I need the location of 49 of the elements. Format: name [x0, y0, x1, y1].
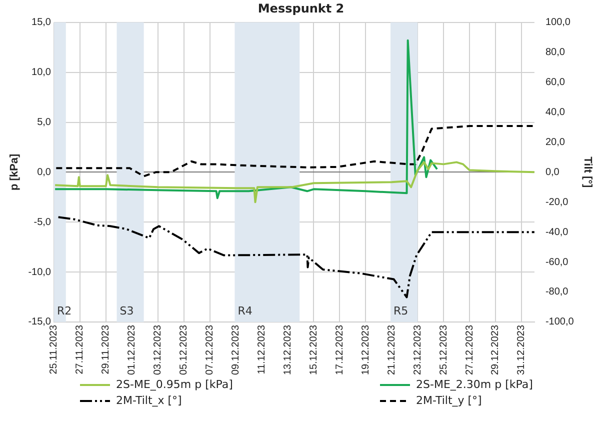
x-tick-label: 19.12.2023 [360, 324, 372, 376]
y2-tick-label: -80,0 [545, 286, 569, 298]
y2-tick-label: 100,0 [545, 17, 571, 28]
band-label: S3 [120, 304, 134, 318]
x-tick-label: 13.12.2023 [282, 324, 294, 376]
y2-tick-label: -40,0 [545, 226, 569, 238]
y-tick-label: 0,0 [37, 166, 52, 178]
x-tick-label: 21.12.2023 [386, 324, 398, 376]
y2-tick-label: 20,0 [545, 136, 566, 148]
band-label: R4 [238, 304, 252, 318]
x-tick-label: 29.11.2023 [100, 324, 112, 374]
chart-title: Messpunkt 2 [258, 1, 344, 16]
y2-axis-title: Tilt [°] [581, 156, 594, 188]
y2-tick-label: 60,0 [545, 77, 566, 88]
x-tick-label: 17.12.2023 [334, 324, 346, 376]
y2-tick-label: -100,0 [545, 316, 574, 328]
x-tick-label: 27.11.2023 [74, 324, 86, 374]
y2-tick-label: 40,0 [545, 107, 566, 118]
x-tick-label: 25.12.2023 [438, 324, 450, 376]
y2-tick-label: 0,0 [545, 166, 560, 178]
legend-label: 2M-Tilt_x [°] [116, 394, 182, 408]
x-tick-label: 15.12.2023 [308, 324, 320, 376]
y2-tick-label: -20,0 [545, 196, 569, 208]
x-tick-label: 07.12.2023 [204, 324, 216, 376]
y-tick-label: 10,0 [32, 67, 52, 78]
x-tick-label: 31.12.2023 [516, 324, 528, 376]
x-tick-label: 11.12.2023 [256, 324, 268, 374]
y2-tick-label: 80,0 [545, 47, 566, 58]
x-tick-label: 09.12.2023 [230, 324, 242, 376]
x-tick-label: 29.12.2023 [490, 324, 502, 376]
x-tick-label: 23.12.2023 [412, 324, 424, 376]
x-tick-label: 01.12.2023 [126, 324, 138, 376]
x-tick-label: 03.12.2023 [152, 324, 164, 376]
x-tick-label: 05.12.2023 [178, 324, 190, 376]
line-series [57, 216, 534, 298]
band-label: R5 [394, 304, 408, 318]
legend-label: 2S-ME_0.95m p [kPa] [116, 378, 233, 392]
y-tick-label: 5,0 [37, 117, 52, 128]
y-tick-label: -5,0 [34, 216, 52, 228]
band-label: R2 [56, 304, 72, 318]
line-series [55, 125, 534, 178]
x-tick-label: 25.11.2023 [48, 324, 60, 374]
y-tick-label: 15,0 [32, 17, 52, 28]
y2-tick-label: -60,0 [545, 256, 569, 268]
y-tick-label: -10,0 [28, 266, 52, 278]
legend-label: 2S-ME_2.30m p [kPa] [416, 378, 533, 392]
y-axis-title: p [kPa] [8, 154, 21, 191]
legend-label: 2M-Tilt_y [°] [416, 394, 482, 408]
x-tick-label: 27.12.2023 [464, 324, 476, 376]
